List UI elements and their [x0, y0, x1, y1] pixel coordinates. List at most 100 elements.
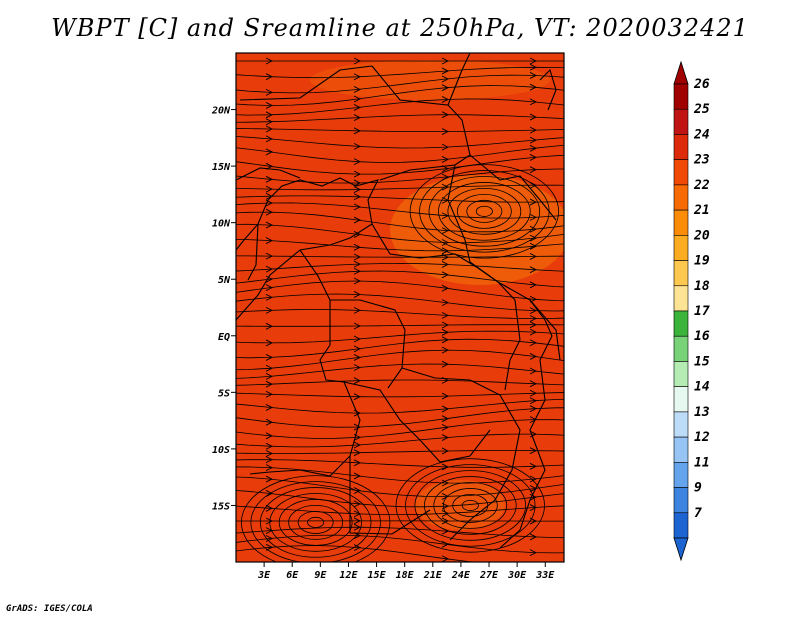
streamline [236, 407, 564, 428]
flow-arrow [353, 73, 362, 81]
streamline [236, 349, 564, 371]
colorbar-label: 11 [694, 455, 710, 470]
vortex-ring [278, 499, 353, 546]
flow-arrow [353, 127, 362, 135]
longitude-axis: 3E 6E 9E 12E 15E 18E 21E 24E 27E 30E 33E [257, 562, 555, 581]
lat-tick-label: 5N [218, 275, 231, 286]
flow-arrow [265, 464, 274, 472]
flow-arrow [529, 380, 538, 388]
colorbar-label: 24 [693, 127, 710, 142]
colorbar-segment [673, 335, 689, 362]
flow-arrow [353, 260, 362, 268]
flow-arrow [265, 475, 274, 483]
flow-arrow [441, 143, 450, 151]
lon-tick-label: 15E [368, 570, 387, 581]
colorbar-label: 12 [694, 430, 710, 445]
flow-arrow [353, 231, 362, 238]
flow-arrow [353, 472, 362, 480]
flow-arrow [353, 267, 362, 275]
colorbar-segment [673, 436, 689, 463]
flow-arrow [441, 321, 450, 329]
colorbar-label: 9 [694, 481, 702, 496]
vortex-ring [250, 481, 381, 562]
flow-arrow [353, 104, 362, 111]
lon-tick-label: 18E [396, 570, 415, 581]
flow-arrow [265, 57, 274, 65]
colorbar-label: 13 [694, 405, 710, 420]
lon-tick-label: 24E [451, 570, 471, 581]
warm-patch-top [310, 60, 550, 100]
colorbar-segment [673, 512, 689, 539]
vortex-ring [438, 182, 531, 241]
colorbar-label: 26 [693, 77, 710, 92]
flow-arrow [353, 364, 362, 371]
flow-arrow [529, 307, 538, 315]
flow-arrow [529, 253, 538, 260]
colorbar-segment [673, 487, 689, 514]
colorbar-label: 17 [694, 304, 710, 319]
flow-arrow [529, 447, 538, 455]
latitude-axis: 20N 15N 10N 5N EQ 5S 10S 15S [211, 106, 236, 512]
vortex-ring [307, 516, 325, 528]
lat-tick-label: 15N [212, 162, 231, 173]
streamline [236, 534, 564, 554]
vortex-ring [461, 499, 479, 511]
flow-arrow [353, 517, 362, 525]
flow-arrow [353, 203, 362, 211]
streamline [236, 168, 564, 184]
flow-arrow [353, 186, 362, 193]
flow-arrow [353, 291, 362, 298]
vortex-ring [414, 470, 527, 541]
flow-arrow [441, 67, 450, 75]
flow-arrow [353, 335, 362, 343]
flow-arrow [441, 493, 450, 500]
streamline [236, 270, 564, 288]
flow-arrow [265, 432, 274, 440]
flow-arrow [529, 462, 538, 470]
colorbar-label: 21 [693, 203, 710, 218]
flow-arrow [265, 372, 274, 380]
flow-arrow [441, 336, 450, 344]
flow-arrow [441, 517, 450, 525]
streamline [236, 466, 564, 484]
flow-arrow [265, 418, 274, 426]
flow-arrow [353, 354, 362, 361]
flow-arrow [265, 265, 274, 273]
flow-arrow [529, 389, 538, 397]
flow-arrow [353, 179, 362, 187]
flow-arrow [529, 549, 538, 557]
vortex-ring [428, 176, 541, 247]
streamline [236, 238, 564, 252]
colorbar-label: 18 [694, 279, 710, 294]
flow-arrow [265, 404, 274, 411]
flow-arrow [441, 212, 450, 220]
lat-tick-label: 20N [211, 106, 231, 117]
flow-arrow [441, 540, 450, 548]
flow-arrow [353, 322, 362, 330]
vortex-layer [241, 164, 559, 562]
flow-arrow [353, 243, 362, 251]
colorbar-segment [673, 411, 689, 438]
streamline [236, 459, 564, 468]
flow-arrow [353, 449, 362, 457]
flow-arrow [265, 221, 274, 229]
flow-arrow [353, 170, 362, 178]
flow-arrow [441, 261, 450, 268]
flow-arrow [529, 181, 538, 189]
plot-frame [235, 52, 565, 563]
vortex-ring [475, 205, 493, 217]
streamline [236, 74, 564, 94]
flow-arrow [265, 73, 274, 81]
flow-arrow [353, 544, 362, 551]
flow-arrow [441, 183, 450, 191]
flow-arrow [353, 86, 362, 93]
flow-arrow [265, 135, 274, 143]
colorbar-label: 20 [693, 228, 710, 243]
colorbar-label: 15 [694, 354, 710, 369]
flow-arrow [353, 500, 362, 508]
streamline [236, 309, 564, 319]
flow-arrow [265, 456, 274, 464]
colorbar-segment [673, 310, 689, 337]
streamline [236, 128, 564, 133]
streamline [236, 136, 564, 149]
